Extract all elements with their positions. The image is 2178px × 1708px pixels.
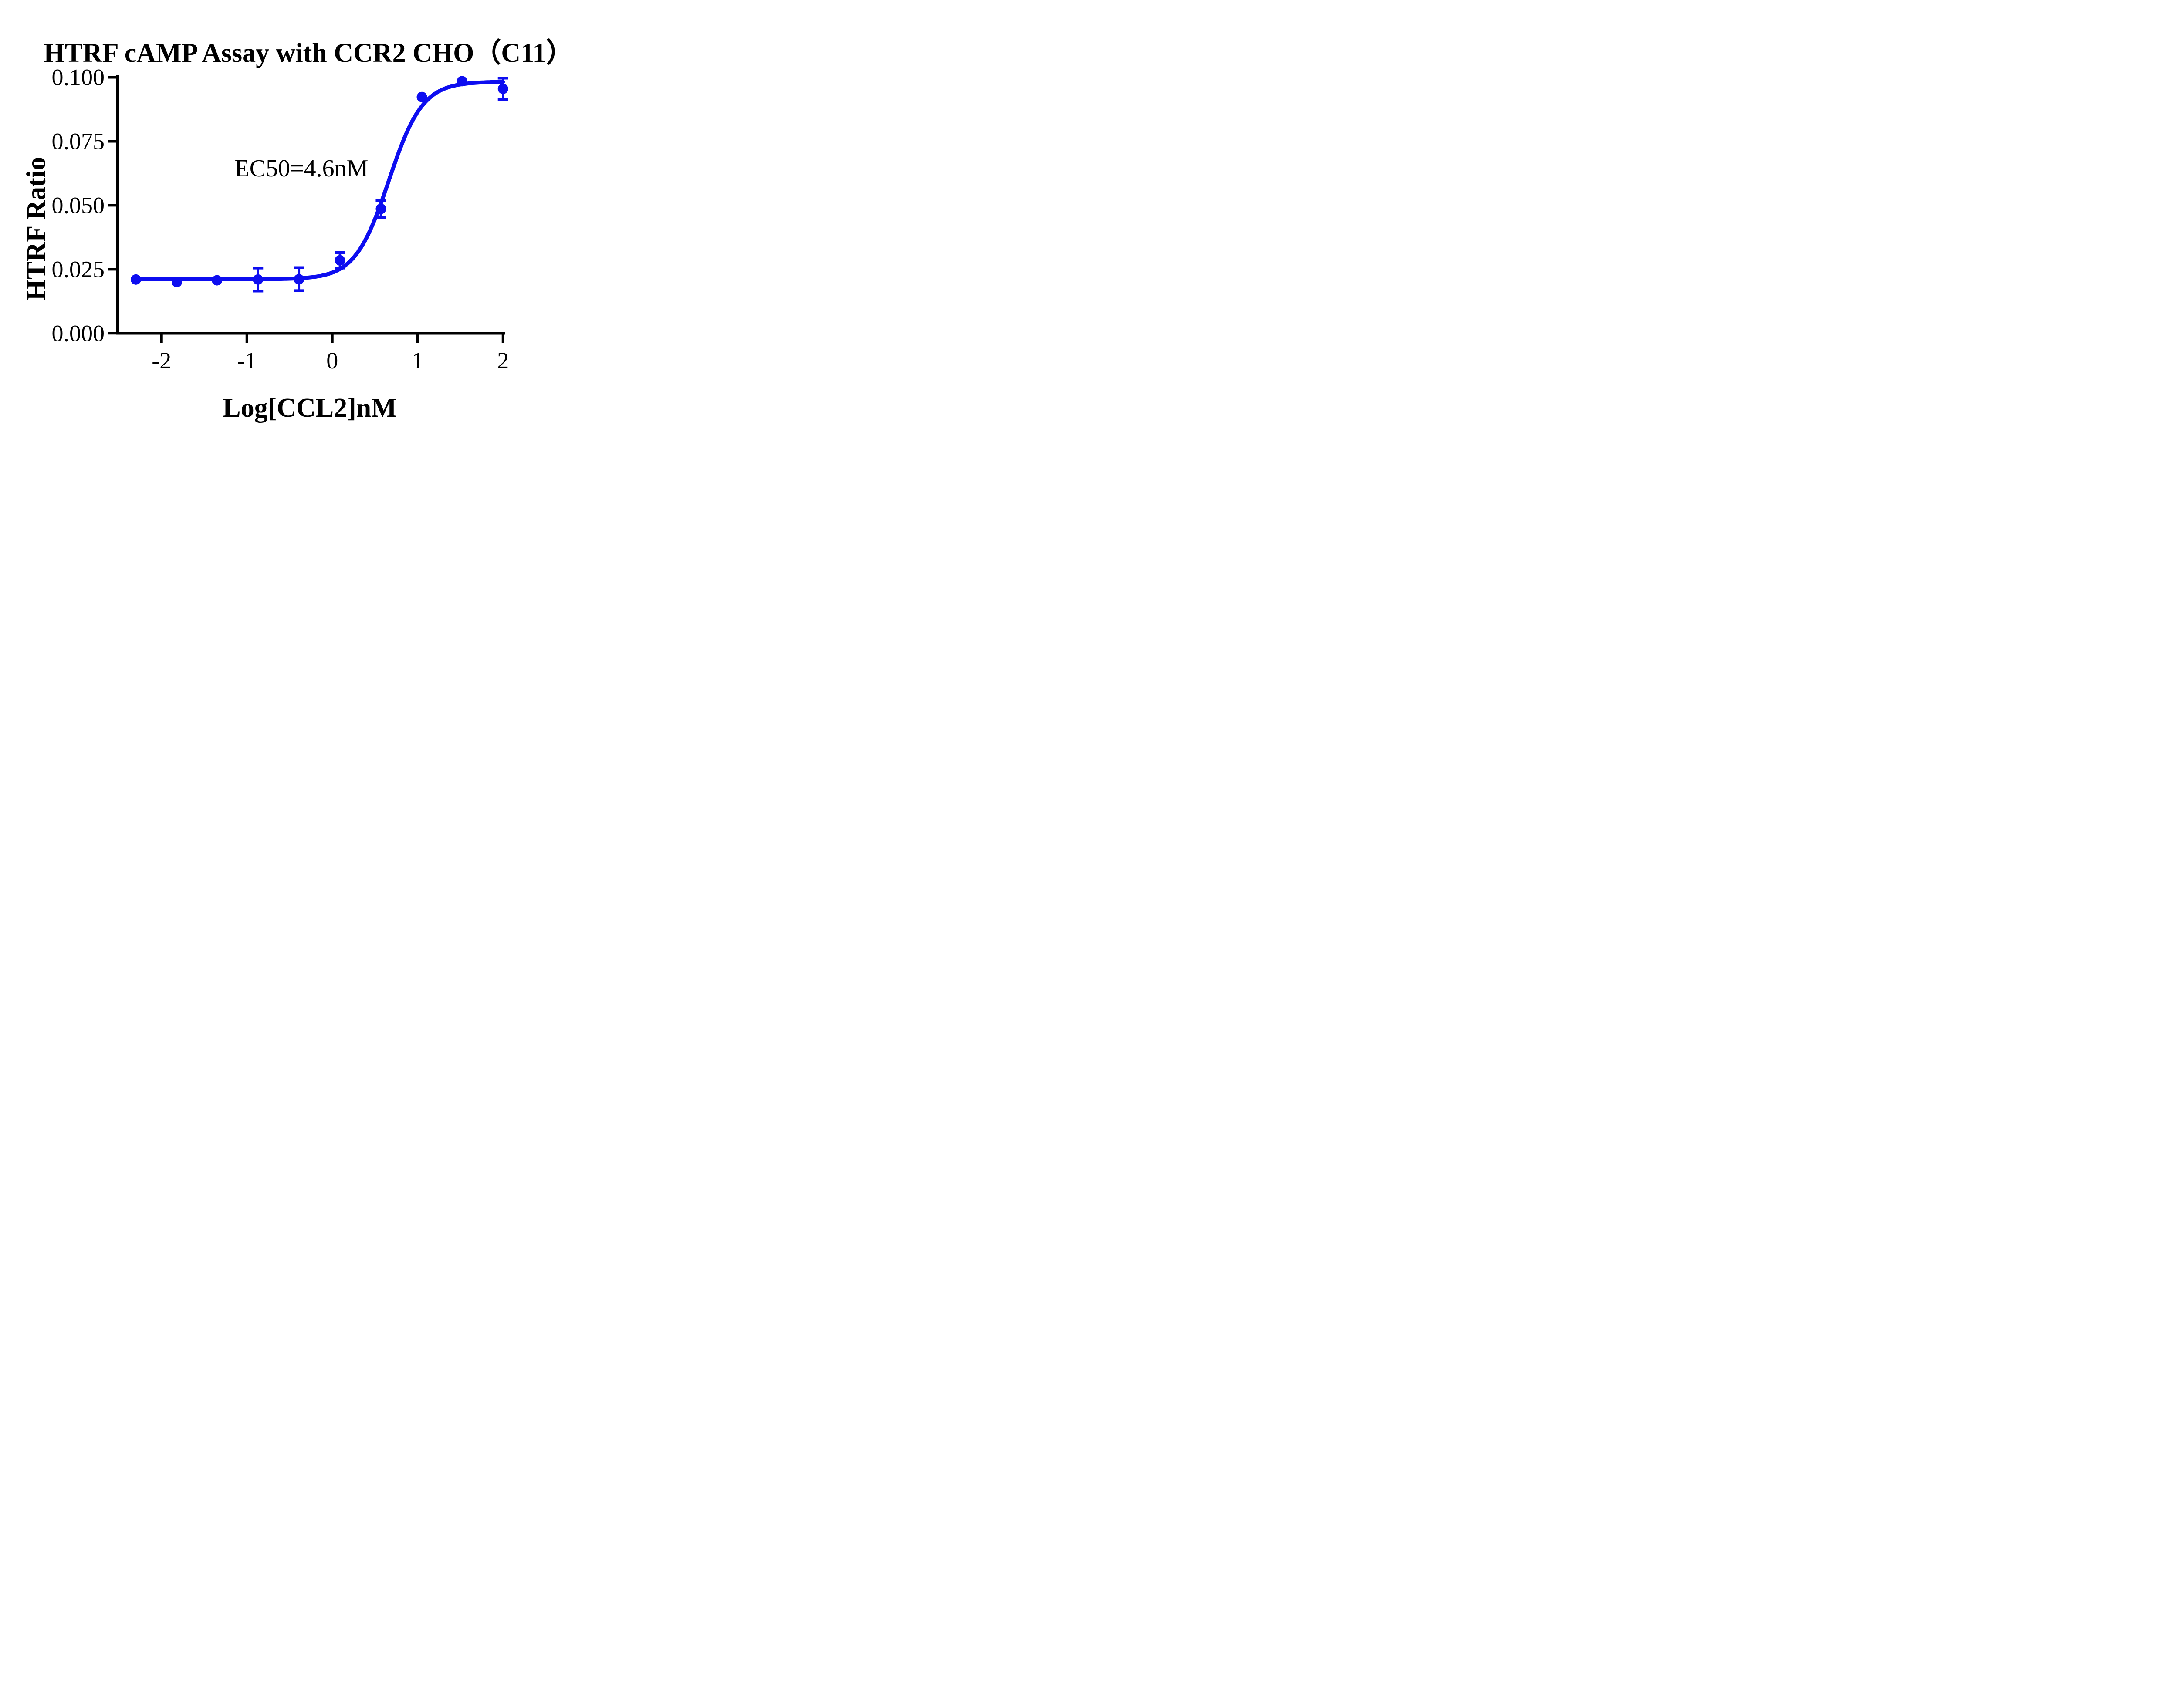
fit-curve	[134, 80, 505, 281]
y-tick-label: 0.050	[52, 192, 105, 218]
data-point	[375, 203, 386, 214]
x-tick-label: -2	[152, 348, 171, 374]
data-point	[130, 274, 141, 285]
data-point	[457, 76, 467, 87]
y-tick-label: 0.075	[52, 128, 105, 154]
data-point	[253, 274, 264, 285]
x-tick-label: 2	[497, 348, 509, 374]
y-tick-label: 0.000	[52, 320, 105, 346]
y-tick-label: 0.100	[52, 64, 105, 91]
data-point	[294, 274, 304, 285]
x-tick-label: 1	[412, 348, 423, 374]
ec50-annotation: EC50=4.6nM	[234, 155, 369, 182]
x-axis-label: Log[CCL2]nM	[223, 393, 397, 423]
x-tick-label: -1	[237, 348, 257, 374]
y-tick-label: 0.025	[52, 256, 105, 282]
data-point	[416, 91, 427, 102]
data-point	[497, 83, 508, 94]
figure: HTRF cAMP Assay with CCR2 CHO（C11） HTRF …	[0, 0, 572, 427]
chart-title: HTRF cAMP Assay with CCR2 CHO（C11）	[44, 38, 572, 68]
plot-area: 0.000 0.025 0.050 0.075 0.100 -2 -1 0 1 2	[52, 64, 509, 374]
x-tick-label: 0	[326, 348, 338, 374]
data-point	[172, 277, 183, 287]
data-point	[335, 255, 345, 266]
data-point	[212, 275, 223, 286]
